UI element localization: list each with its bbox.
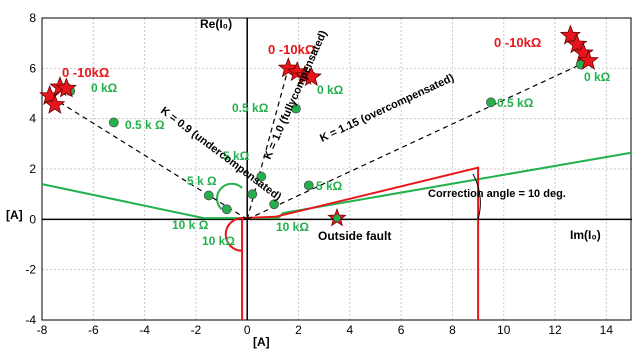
y-tick-label: 2 [29,162,36,176]
data-point [203,190,214,201]
five-kohm-label-over: 5 kΩ [316,179,343,193]
zero-ohm-label-under: 0 kΩ [91,81,118,95]
data-point [303,180,314,191]
grid [41,17,632,321]
x-axis-label: Im(I₀) [570,228,601,242]
resistance-range-label-under: 0 -10kΩ [62,65,109,80]
fault-star [566,33,588,54]
half-kohm-label-under: 0.5 k Ω [125,118,165,132]
x-tick-label: -4 [139,323,150,337]
compensation-line [49,95,248,220]
data-point [108,117,119,128]
green-origin-arc [216,182,243,210]
fault-star [55,77,77,98]
half-kohm-label-over: 0.5 kΩ [497,96,534,110]
compensation-line [246,68,289,220]
fault-star [300,65,322,87]
data-point [486,97,496,108]
characteristic-lines [41,60,632,320]
data-point [247,189,258,200]
x-tick-label: 12 [548,323,562,337]
fault-star [559,24,581,45]
x-tick-label: 8 [449,323,456,337]
y-tick-label: 0 [29,212,36,226]
y-tick-label: -4 [25,313,36,327]
five-kohm-label-under: 5 k Ω [187,174,217,188]
resistance-range-label-full: 0 -10kΩ [268,42,315,57]
x-tick-label: -6 [88,323,99,337]
data-point [291,103,301,114]
bottom-unit-label: [A] [253,335,270,349]
fault-star [577,49,599,70]
x-tick-label: 6 [398,323,405,337]
data-point [269,199,280,210]
y-tick-label: 8 [29,11,36,25]
five-kohm-label-full: 5 kΩ [223,149,250,163]
x-tick-label: -8 [37,323,48,337]
ten-kohm-label-under: 10 k Ω [172,218,209,232]
tick-labels: -8 -6 -4 -2 0 2 4 6 8 10 12 14 -4 -2 0 2 4 6 8 [25,11,613,337]
zero-ohm-label-over: 0 kΩ [584,70,611,84]
left-unit-label: [A] [6,208,23,222]
fault-star [277,57,299,78]
x-tick-label: 0 [244,323,251,337]
y-tick-label: 6 [29,61,36,75]
data-point [256,171,267,182]
zero-ohm-label-full: 0 kΩ [317,83,344,97]
data-marks [39,24,599,227]
resistance-range-label-over: 0 -10kΩ [494,35,541,50]
half-kohm-label-full: 0.5 kΩ [232,101,269,115]
ten-kohm-label-full: 10 kΩ [202,234,235,248]
x-tick-label: -2 [191,323,202,337]
green-characteristic [41,151,632,220]
x-tick-label: 14 [600,323,614,337]
outside-fault-label: Outside fault [318,229,391,243]
correction-angle-label: Correction angle = 10 deg. [428,188,566,200]
y-axis-label: Re(I₀) [200,17,232,31]
outside-fault-point [333,214,341,222]
plot-frame [41,17,632,321]
y-tick-label: -2 [25,263,36,277]
ten-kohm-label-over: 10 kΩ [276,220,309,234]
red-origin-arc [224,217,243,252]
y-tick-label: 4 [29,112,36,126]
x-tick-label: 2 [295,323,302,337]
x-tick-label: 4 [346,323,353,337]
correction-angle-arc [472,173,481,220]
data-point [221,204,232,215]
fault-star [44,93,66,114]
x-tick-label: 10 [497,323,511,337]
